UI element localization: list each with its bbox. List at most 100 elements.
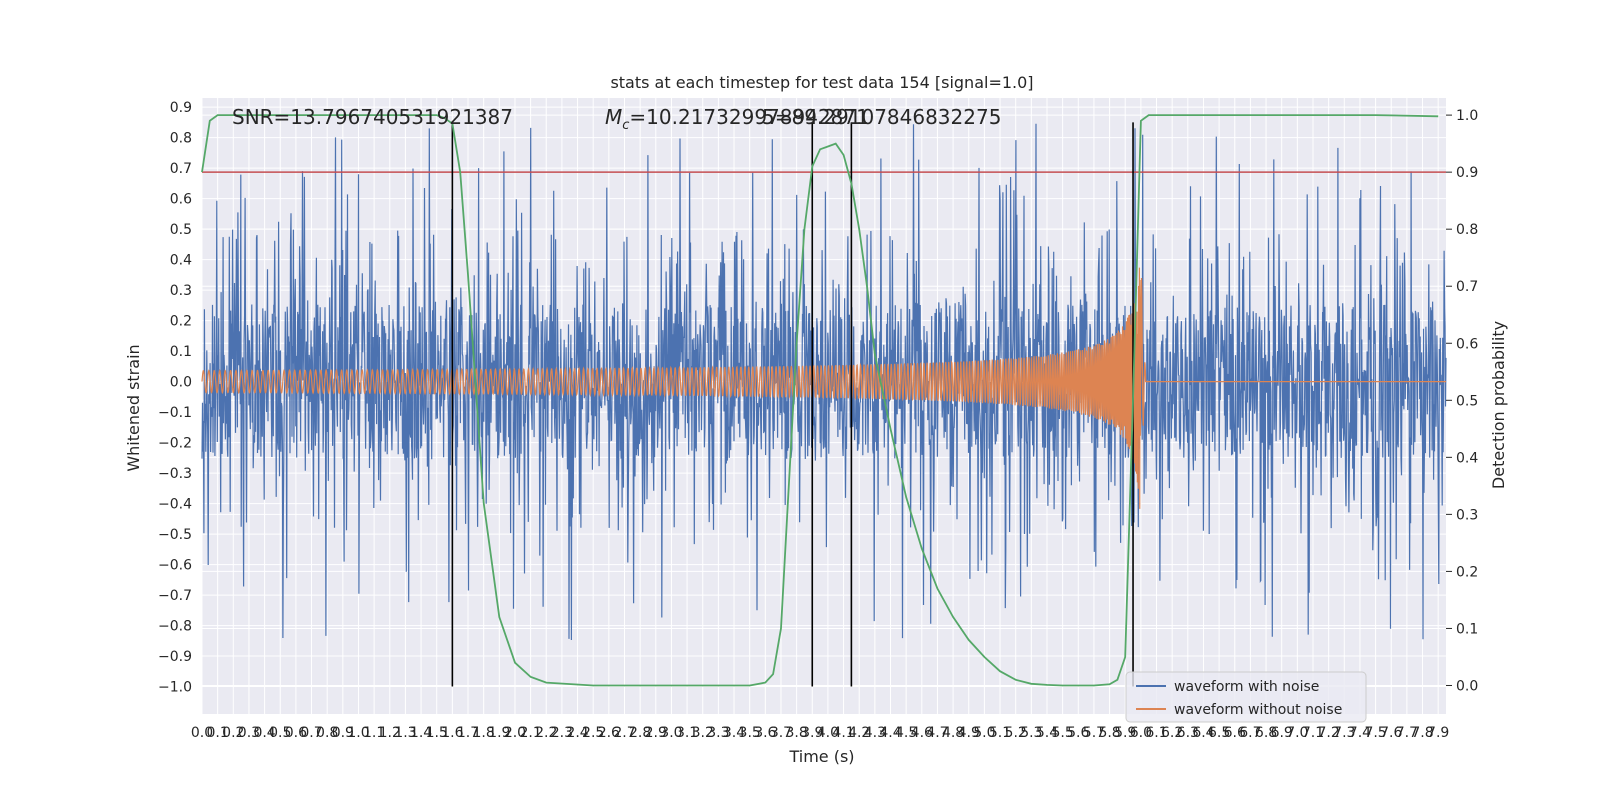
x-tick-label: 3.8 <box>785 725 807 741</box>
legend-label-clean: waveform without noise <box>1174 702 1342 718</box>
y-tick-label-right: 0.5 <box>1456 393 1478 409</box>
y-tick-label-left: 0.0 <box>170 375 192 391</box>
x-tick-label: 6.6 <box>1224 725 1246 741</box>
x-tick-label: 5.1 <box>989 725 1011 741</box>
x-tick-label: 1.8 <box>473 725 495 741</box>
x-tick-label: 7.9 <box>1427 725 1449 741</box>
x-tick-label: 6.3 <box>1177 725 1199 741</box>
x-tick-label: 5.5 <box>1051 725 1073 741</box>
y-tick-label-right: 0.8 <box>1456 222 1478 238</box>
x-tick-label: 2.7 <box>613 725 635 741</box>
x-tick-label: 6.2 <box>1161 725 1183 741</box>
x-tick-label: 2.2 <box>535 725 557 741</box>
chart-title: stats at each timestep for test data 154… <box>610 73 1033 92</box>
x-tick-label: 4.1 <box>832 725 854 741</box>
x-tick-label: 4.2 <box>848 725 870 741</box>
x-tick-label: 7.6 <box>1380 725 1402 741</box>
x-tick-label: 4.3 <box>864 725 886 741</box>
x-tick-label: 2.8 <box>629 725 651 741</box>
clean-waveform <box>201 267 1446 509</box>
y-tick-label-left: 0.5 <box>170 222 192 238</box>
x-tick-label: 3.0 <box>660 725 682 741</box>
mc-annotation: Mc=10.217329978942871 <box>605 105 869 133</box>
legend-label-noise: waveform with noise <box>1174 679 1319 695</box>
y-tick-label-left: −1.0 <box>158 680 192 696</box>
x-tick-label: 4.8 <box>942 725 964 741</box>
mc-subscript: c <box>622 118 629 133</box>
x-tick-label: 3.5 <box>739 725 761 741</box>
y-tick-label-left: −0.2 <box>158 436 192 452</box>
x-tick-label: 3.3 <box>707 725 729 741</box>
x-tick-label: 0.3 <box>238 725 260 741</box>
x-tick-label: 7.3 <box>1333 725 1355 741</box>
x-tick-label: 0.6 <box>285 725 307 741</box>
x-tick-label: 1.2 <box>379 725 401 741</box>
x-tick-label: 6.5 <box>1208 725 1230 741</box>
x-tick-label: 1.4 <box>410 725 432 741</box>
x-tick-label: 6.7 <box>1239 725 1261 741</box>
x-tick-label: 1.6 <box>441 725 463 741</box>
y-tick-label-left: −0.9 <box>158 649 192 665</box>
x-tick-label: 0.8 <box>316 725 338 741</box>
y-tick-label-right: 0.1 <box>1456 621 1478 637</box>
x-tick-label: 4.7 <box>926 725 948 741</box>
x-tick-label: 0.1 <box>207 725 229 741</box>
x-axis-label: Time (s) <box>788 747 854 766</box>
x-tick-label: 0.5 <box>269 725 291 741</box>
y-tick-label-left: 0.2 <box>170 314 192 330</box>
noise-waveform <box>201 123 1447 641</box>
x-tick-label: 2.5 <box>582 725 604 741</box>
x-tick-label: 5.9 <box>1114 725 1136 741</box>
y-tick-label-left: −0.1 <box>158 405 192 421</box>
x-tick-label: 1.9 <box>488 725 510 741</box>
overlap-annotation: 5=89.29107846832275 <box>762 105 1001 129</box>
x-tick-label: 3.7 <box>770 725 792 741</box>
y-axis-label-right: Detection probability <box>1489 321 1508 489</box>
x-tick-label: 6.8 <box>1255 725 1277 741</box>
x-tick-label: 2.1 <box>519 725 541 741</box>
y-tick-label-left: −0.5 <box>158 527 192 543</box>
y-tick-label-right: 0.3 <box>1456 507 1478 523</box>
x-tick-label: 2.4 <box>566 725 588 741</box>
series-chirp <box>201 267 1446 509</box>
x-tick-label: 2.0 <box>504 725 526 741</box>
x-tick-label: 7.0 <box>1286 725 1308 741</box>
y-tick-label-left: 0.7 <box>170 161 192 177</box>
x-tick-label: 5.7 <box>1083 725 1105 741</box>
x-tick-label: 3.6 <box>754 725 776 741</box>
x-tick-label: 3.2 <box>692 725 714 741</box>
x-tick-label: 5.8 <box>1098 725 1120 741</box>
x-tick-label: 4.9 <box>958 725 980 741</box>
x-tick-label: 7.8 <box>1411 725 1433 741</box>
vertical-lines <box>451 122 1134 687</box>
x-tick-label: 5.6 <box>1067 725 1089 741</box>
x-tick-label: 0.2 <box>222 725 244 741</box>
x-tick-label: 7.1 <box>1302 725 1324 741</box>
mc-value: =10.217329978942871 <box>629 105 868 129</box>
y-tick-label-right: 1.0 <box>1456 108 1478 124</box>
x-tick-label: 7.4 <box>1349 725 1371 741</box>
y-tick-label-right: 0.0 <box>1456 678 1478 694</box>
x-tick-label: 1.5 <box>426 725 448 741</box>
x-tick-label: 6.4 <box>1192 725 1214 741</box>
y-ticks-right: 1.0 0.9 0.8 0.7 0.6 0.5 0.4 0.3 0.2 0.1 0.0 <box>1446 108 1478 694</box>
y-tick-label-left: 0.9 <box>170 100 192 116</box>
series-noise <box>201 123 1447 641</box>
x-tick-label: 6.1 <box>1145 725 1167 741</box>
y-ticks-left: 0.9 0.8 0.7 0.6 0.5 0.4 0.3 0.2 0.1 0.0 −0.1 −0.2 −0… <box>158 100 192 695</box>
x-tick-label: 5.3 <box>1020 725 1042 741</box>
y-tick-label-left: 0.3 <box>170 283 192 299</box>
x-tick-label: 4.5 <box>895 725 917 741</box>
snr-annotation: SNR=13.796740531921387 <box>232 105 513 129</box>
x-tick-label: 0.4 <box>253 725 275 741</box>
probability-line <box>201 114 1439 687</box>
x-tick-label: 5.0 <box>973 725 995 741</box>
x-tick-label: 2.3 <box>551 725 573 741</box>
x-tick-label: 2.9 <box>645 725 667 741</box>
x-tick-label: 3.1 <box>676 725 698 741</box>
x-tick-label: 0.9 <box>332 725 354 741</box>
y-tick-label-left: −0.8 <box>158 619 192 635</box>
y-tick-label-left: 0.8 <box>170 131 192 147</box>
